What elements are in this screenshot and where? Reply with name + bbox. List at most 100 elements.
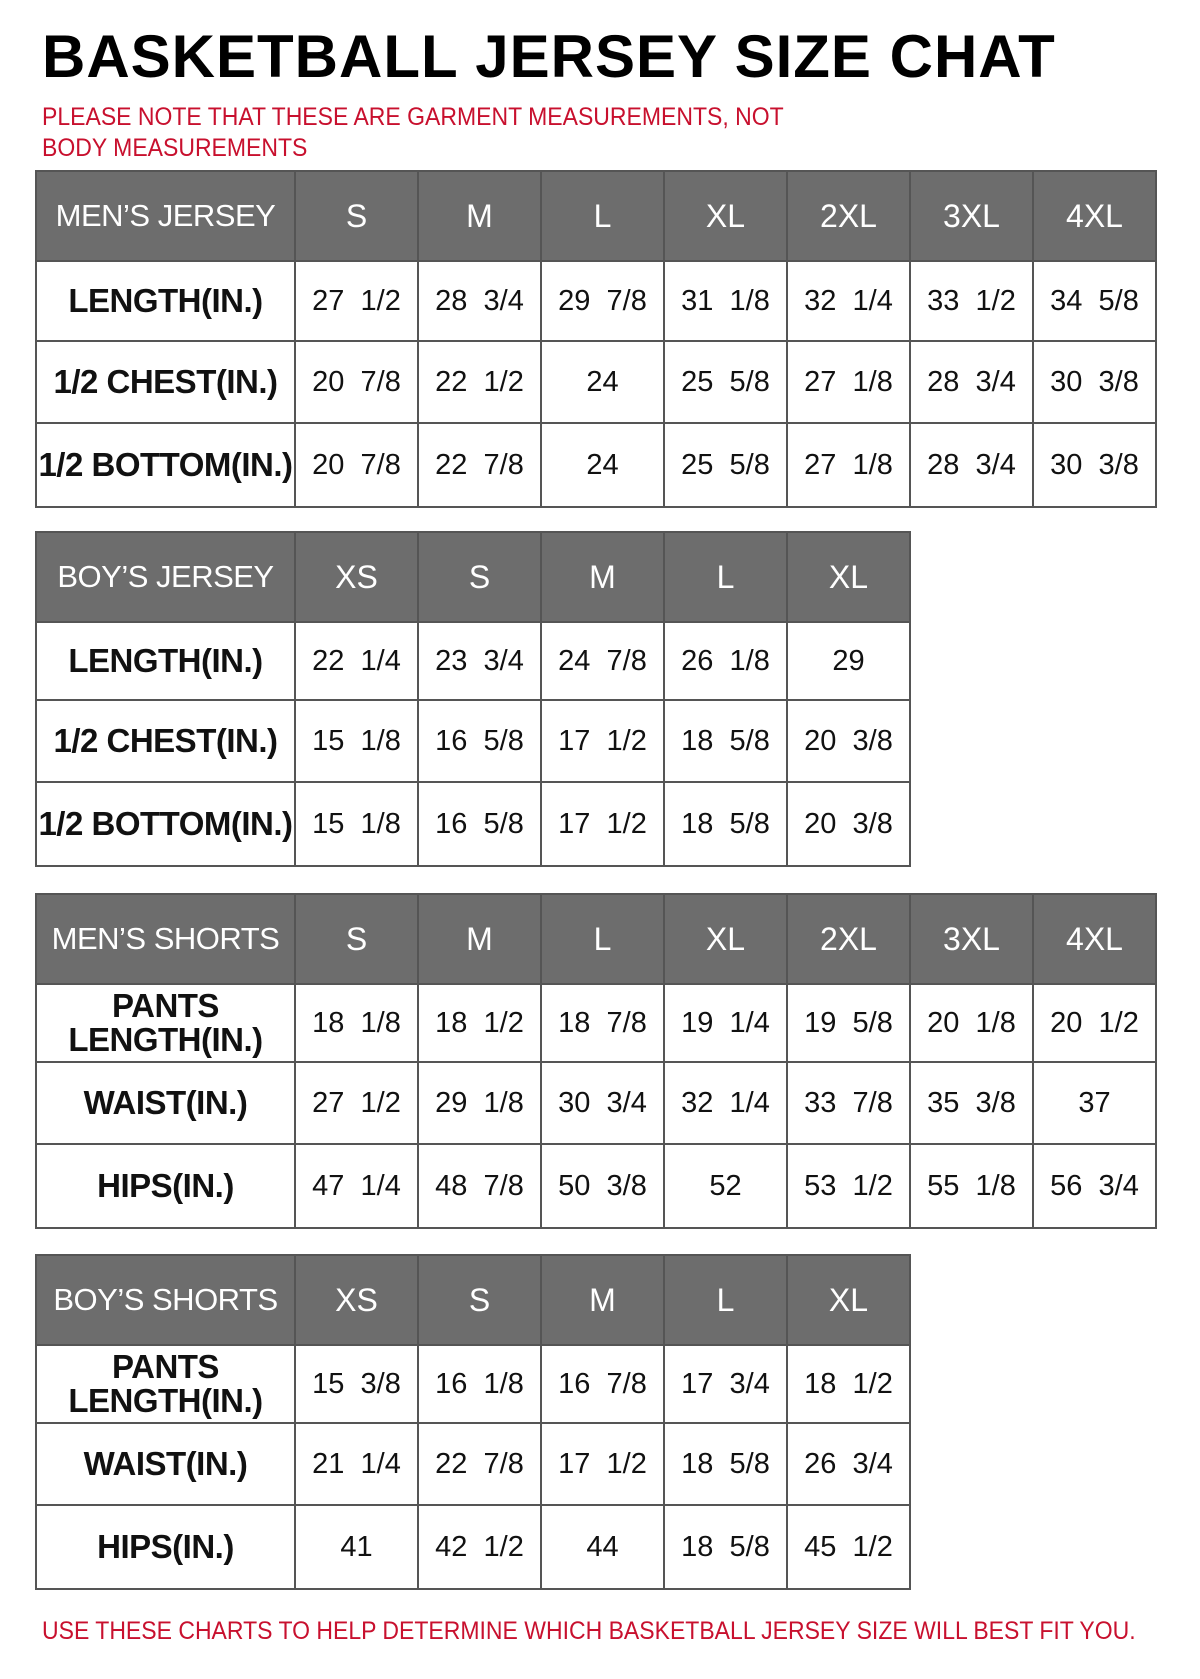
- measurement-cell: 32 1/4: [663, 1061, 788, 1145]
- measurement-cell: 16 5/8: [417, 699, 542, 783]
- size-header: S: [294, 170, 419, 262]
- measurement-cell: 55 1/8: [909, 1143, 1034, 1229]
- measurement-cell: 37: [1032, 1061, 1157, 1145]
- size-table-men-s-shorts: MEN’S SHORTS S M L XL 2XL 3XL 4XL PANTS LENGTH(IN…: [35, 893, 1157, 1229]
- measurement-cell: 30 3/8: [1032, 422, 1157, 508]
- measurement-cell: 15 1/8: [294, 699, 419, 783]
- row-label: 1/2 BOTTOM(IN.): [35, 422, 296, 508]
- measurement-cell: 47 1/4: [294, 1143, 419, 1229]
- table-row: 1/2 CHEST(IN.) 20 7/8 22 1/2 24 25 5/8 27 1/8…: [35, 340, 1157, 424]
- row-label: 1/2 CHEST(IN.): [35, 340, 296, 424]
- table-title: MEN’S SHORTS: [35, 893, 296, 985]
- row-label: PANTS LENGTH(IN.): [35, 1344, 296, 1424]
- size-header: 3XL: [909, 893, 1034, 985]
- size-header: L: [663, 531, 788, 623]
- measurement-cell: 26 1/8: [663, 621, 788, 701]
- measurement-cell: 15 1/8: [294, 781, 419, 867]
- table-row: 1/2 BOTTOM(IN.) 20 7/8 22 7/8 24 25 5/8 27 1/…: [35, 422, 1157, 508]
- size-header: S: [294, 893, 419, 985]
- measurement-cell: 16 7/8: [540, 1344, 665, 1424]
- measurement-cell: 45 1/2: [786, 1504, 911, 1590]
- measurement-cell: 18 5/8: [663, 699, 788, 783]
- table-header-row: MEN’S SHORTS S M L XL 2XL 3XL 4XL: [35, 893, 1157, 985]
- row-label: HIPS(IN.): [35, 1504, 296, 1590]
- size-header: 2XL: [786, 893, 911, 985]
- row-label: LENGTH(IN.): [35, 621, 296, 701]
- size-header: XL: [786, 1254, 911, 1346]
- measurement-cell: 28 3/4: [909, 422, 1034, 508]
- table-title: MEN’S JERSEY: [35, 170, 296, 262]
- size-header: 3XL: [909, 170, 1034, 262]
- size-header: 4XL: [1032, 893, 1157, 985]
- size-header: M: [540, 531, 665, 623]
- measurement-cell: 30 3/8: [1032, 340, 1157, 424]
- measurement-cell: 20 3/8: [786, 781, 911, 867]
- measurement-cell: 28 3/4: [909, 340, 1034, 424]
- table-header-row: MEN’S JERSEY S M L XL 2XL 3XL 4XL: [35, 170, 1157, 262]
- measurement-cell: 24: [540, 340, 665, 424]
- size-table-boy-s-jersey: BOY’S JERSEY XS S M L XL LENGTH(IN.) 22 1/4 23 3…: [35, 531, 911, 867]
- size-header: M: [540, 1254, 665, 1346]
- measurement-cell: 26 3/4: [786, 1422, 911, 1506]
- measurement-cell: 27 1/8: [786, 340, 911, 424]
- size-header: M: [417, 170, 542, 262]
- measurement-cell: 34 5/8: [1032, 260, 1157, 342]
- measurement-cell: 22 1/2: [417, 340, 542, 424]
- measurement-cell: 17 1/2: [540, 699, 665, 783]
- size-header: XL: [663, 893, 788, 985]
- garment-note: PLEASE NOTE THAT THESE ARE GARMENT MEASU…: [42, 103, 784, 162]
- table-header-row: BOY’S SHORTS XS S M L XL: [35, 1254, 911, 1346]
- size-table-boy-s-shorts: BOY’S SHORTS XS S M L XL PANTS LENGTH(IN.) 15 3/…: [35, 1254, 911, 1590]
- table-row: PANTS LENGTH(IN.) 15 3/8 16 1/8 16 7/8 17 3/4…: [35, 1344, 911, 1424]
- measurement-cell: 52: [663, 1143, 788, 1229]
- measurement-cell: 42 1/2: [417, 1504, 542, 1590]
- row-label: WAIST(IN.): [35, 1061, 296, 1145]
- row-label: 1/2 BOTTOM(IN.): [35, 781, 296, 867]
- row-label: PANTS LENGTH(IN.): [35, 983, 296, 1063]
- size-header: XL: [663, 170, 788, 262]
- row-label: LENGTH(IN.): [35, 260, 296, 342]
- measurement-cell: 35 3/8: [909, 1061, 1034, 1145]
- measurement-cell: 16 1/8: [417, 1344, 542, 1424]
- measurement-cell: 18 1/8: [294, 983, 419, 1063]
- measurement-cell: 22 1/4: [294, 621, 419, 701]
- measurement-cell: 20 1/8: [909, 983, 1034, 1063]
- measurement-cell: 33 7/8: [786, 1061, 911, 1145]
- measurement-cell: 27 1/8: [786, 422, 911, 508]
- measurement-cell: 18 5/8: [663, 1422, 788, 1506]
- size-header: L: [540, 170, 665, 262]
- measurement-cell: 50 3/8: [540, 1143, 665, 1229]
- measurement-cell: 24 7/8: [540, 621, 665, 701]
- size-header: 2XL: [786, 170, 911, 262]
- table-row: 1/2 CHEST(IN.) 15 1/8 16 5/8 17 1/2 18 5/8 20…: [35, 699, 911, 783]
- row-label: WAIST(IN.): [35, 1422, 296, 1506]
- size-table-men-s-jersey: MEN’S JERSEY S M L XL 2XL 3XL 4XL LENGTH(IN.) 27 …: [35, 170, 1157, 508]
- measurement-cell: 15 3/8: [294, 1344, 419, 1424]
- measurement-cell: 20 3/8: [786, 699, 911, 783]
- size-header: S: [417, 531, 542, 623]
- table-title: BOY’S JERSEY: [35, 531, 296, 623]
- table-row: HIPS(IN.) 41 42 1/2 44 18 5/8 45 1/2: [35, 1504, 911, 1590]
- measurement-cell: 53 1/2: [786, 1143, 911, 1229]
- measurement-cell: 31 1/8: [663, 260, 788, 342]
- measurement-cell: 16 5/8: [417, 781, 542, 867]
- measurement-cell: 18 1/2: [786, 1344, 911, 1424]
- table-title: BOY’S SHORTS: [35, 1254, 296, 1346]
- measurement-cell: 33 1/2: [909, 260, 1034, 342]
- measurement-cell: 22 7/8: [417, 1422, 542, 1506]
- page-title: BASKETBALL JERSEY SIZE CHAT: [42, 23, 1056, 90]
- measurement-cell: 44: [540, 1504, 665, 1590]
- measurement-cell: 29 7/8: [540, 260, 665, 342]
- measurement-cell: 17 1/2: [540, 1422, 665, 1506]
- table-row: WAIST(IN.) 21 1/4 22 7/8 17 1/2 18 5/8 26 3/4: [35, 1422, 911, 1506]
- table-row: LENGTH(IN.) 27 1/2 28 3/4 29 7/8 31 1/8 32 1/…: [35, 260, 1157, 342]
- table-row: 1/2 BOTTOM(IN.) 15 1/8 16 5/8 17 1/2 18 5/8 2…: [35, 781, 911, 867]
- size-header: XS: [294, 531, 419, 623]
- measurement-cell: 25 5/8: [663, 422, 788, 508]
- measurement-cell: 30 3/4: [540, 1061, 665, 1145]
- size-header: M: [417, 893, 542, 985]
- footer-note: USE THESE CHARTS TO HELP DETERMINE WHICH…: [42, 1617, 1136, 1645]
- measurement-cell: 18 5/8: [663, 1504, 788, 1590]
- size-header: XL: [786, 531, 911, 623]
- size-header: L: [663, 1254, 788, 1346]
